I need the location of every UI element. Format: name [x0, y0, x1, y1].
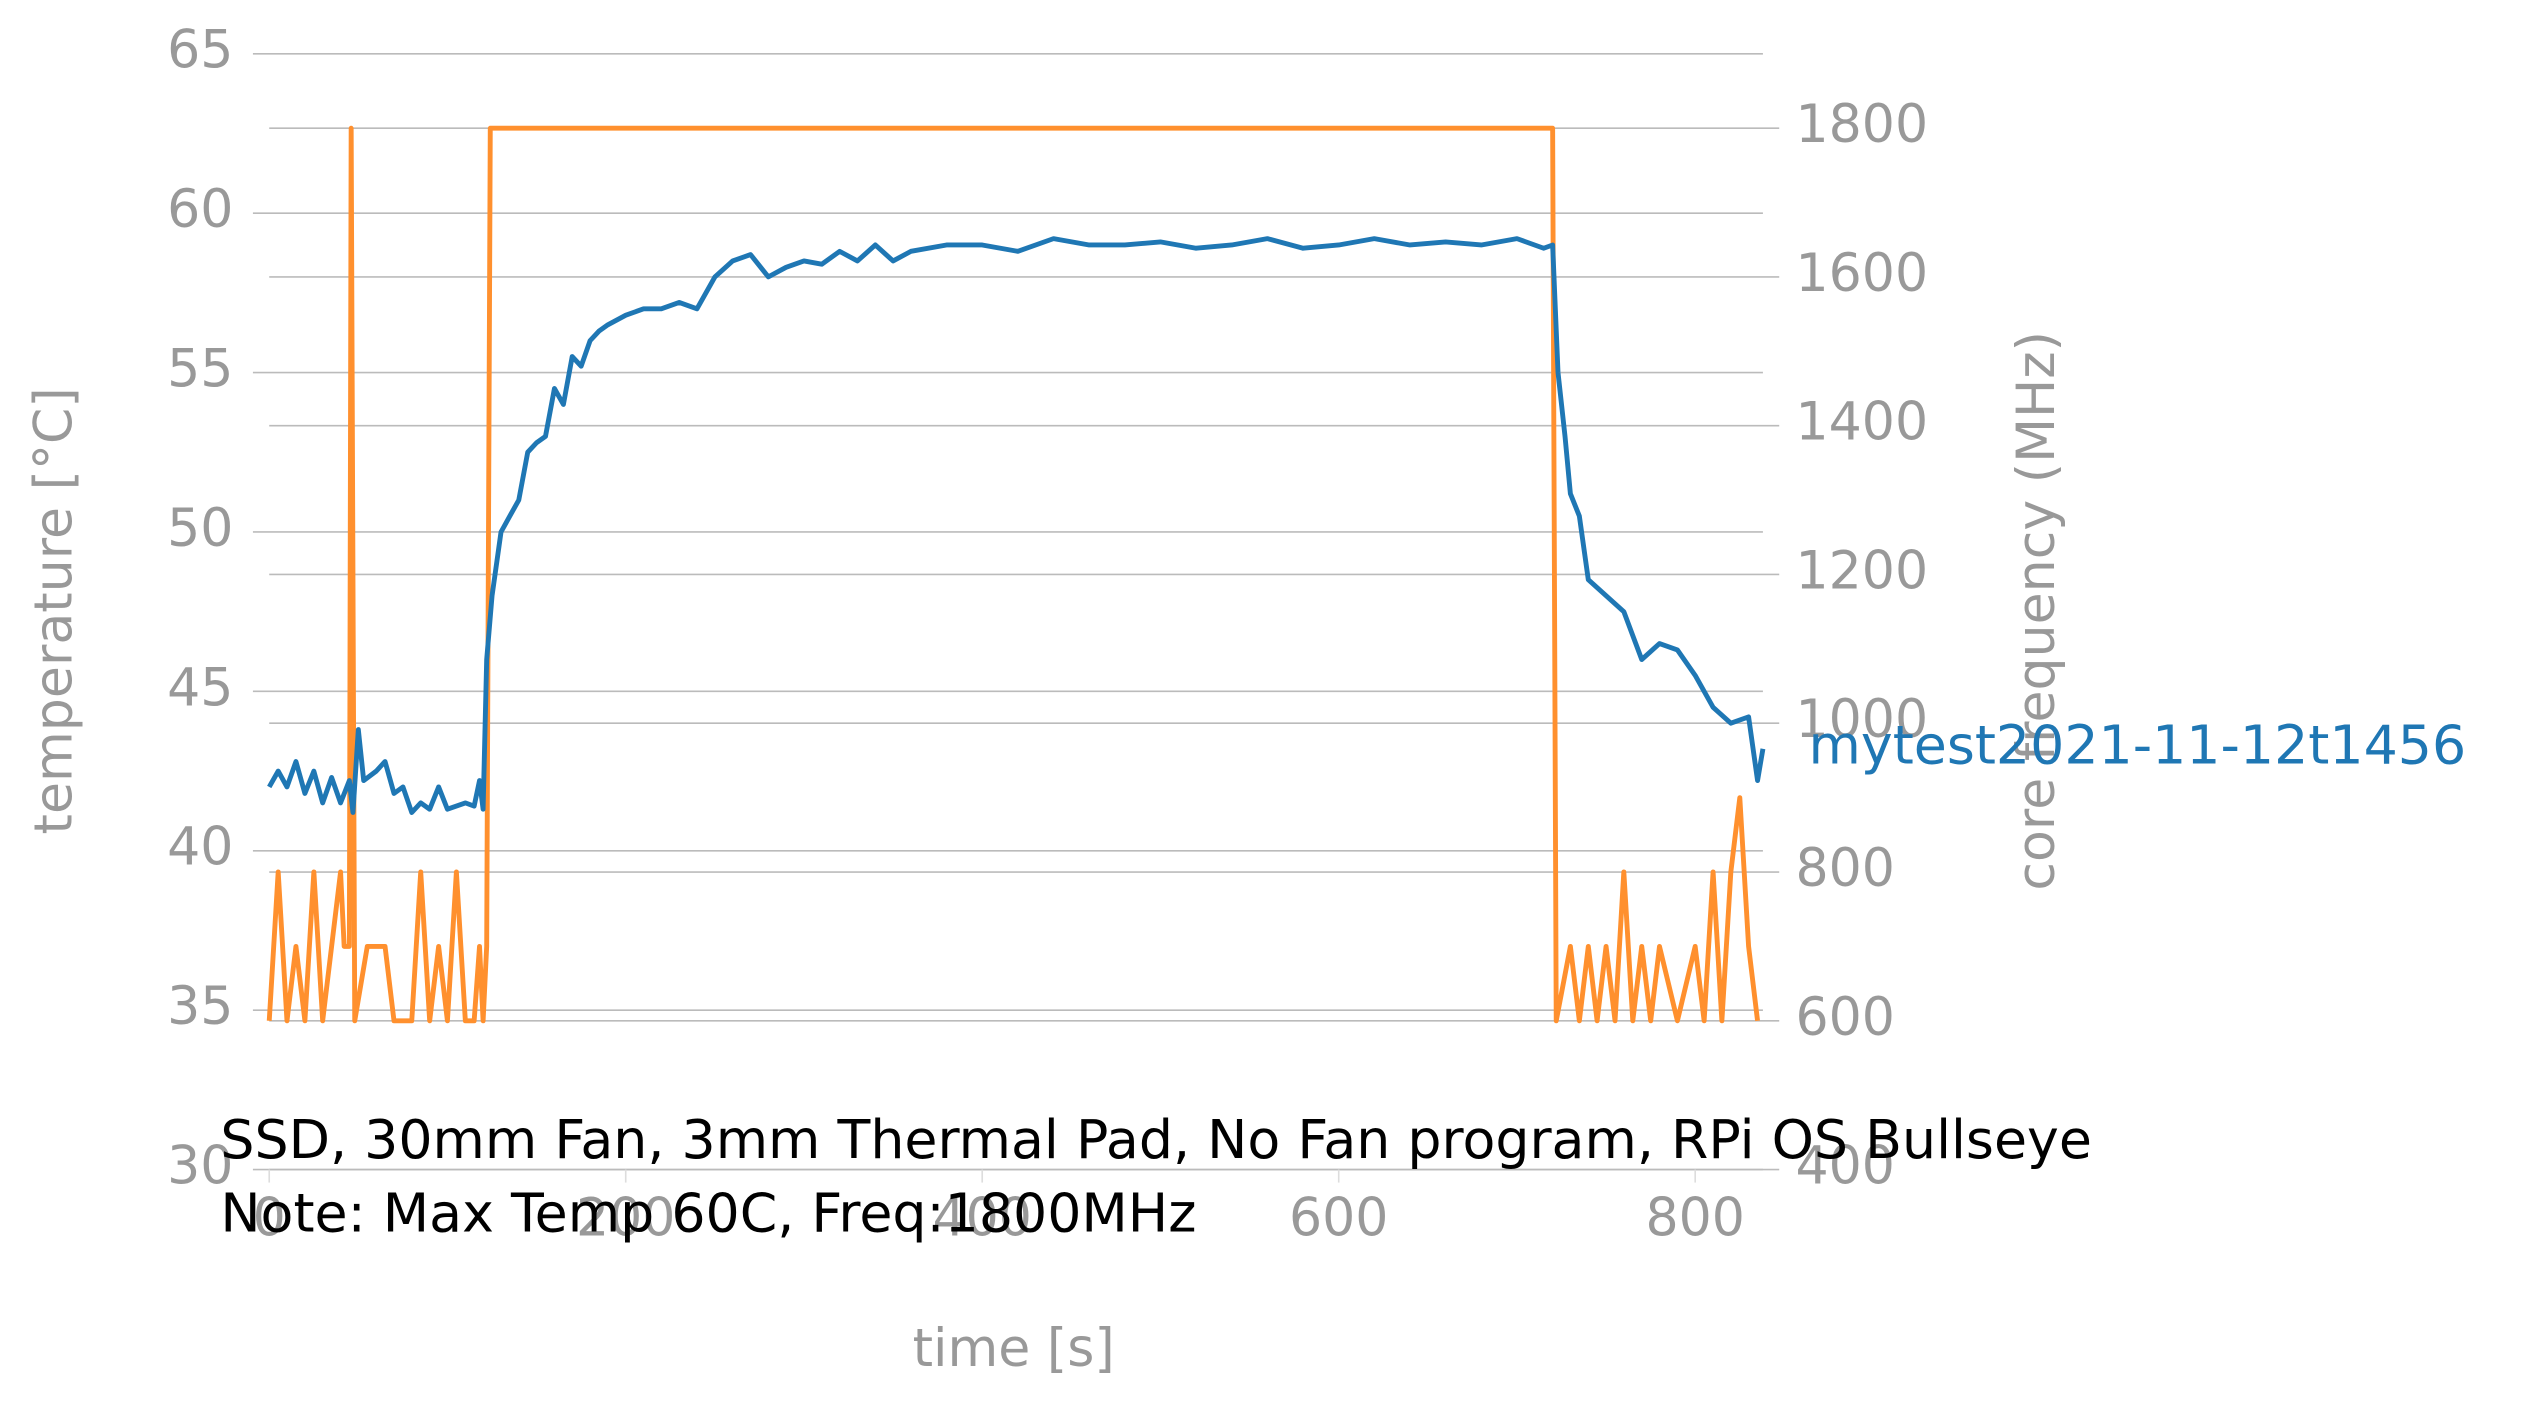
y-tick-label: 45	[167, 658, 233, 718]
y2-axis-label: core frequency (MHz)	[2007, 331, 2067, 891]
y2-tick-label: 400	[1796, 1137, 1895, 1197]
x-axis-label: time [s]	[913, 1319, 1115, 1379]
y-tick-label: 55	[167, 340, 233, 400]
y2-tick-label: 600	[1796, 988, 1895, 1048]
y2-tick-label: 1600	[1796, 244, 1929, 304]
y-axis-label: temperature [°C]	[24, 387, 84, 834]
x-tick-label: 400	[932, 1189, 1031, 1249]
x-tick-label: 0	[253, 1189, 286, 1249]
y-tick-label: 40	[167, 818, 233, 878]
y-tick-label: 35	[167, 977, 233, 1037]
y2-tick-label: 1200	[1796, 541, 1929, 601]
series-line	[267, 236, 1766, 815]
annotation: SSD, 30mm Fan, 3mm Thermal Pad, No Fan p…	[220, 1108, 2092, 1171]
y-tick-label: 50	[167, 499, 233, 559]
y2-tick-label: 1800	[1796, 95, 1929, 155]
y2-tick-label: 800	[1796, 839, 1895, 899]
x-tick-label: 600	[1289, 1189, 1388, 1249]
x-tick-label: 800	[1645, 1189, 1744, 1249]
y-tick-label: 65	[167, 21, 233, 81]
y2-tick-label: 1400	[1796, 393, 1929, 453]
y-tick-label: 30	[167, 1137, 233, 1197]
y2-tick-label: 1000	[1796, 690, 1929, 750]
annotation: Note: Max Temp 60C, Freq:1800MHz	[220, 1181, 1196, 1244]
x-tick-label: 200	[576, 1189, 675, 1249]
series-line	[266, 125, 1760, 1024]
series-label: mytest2021-11-12t1456	[1809, 713, 2467, 776]
y-tick-label: 60	[167, 180, 233, 240]
